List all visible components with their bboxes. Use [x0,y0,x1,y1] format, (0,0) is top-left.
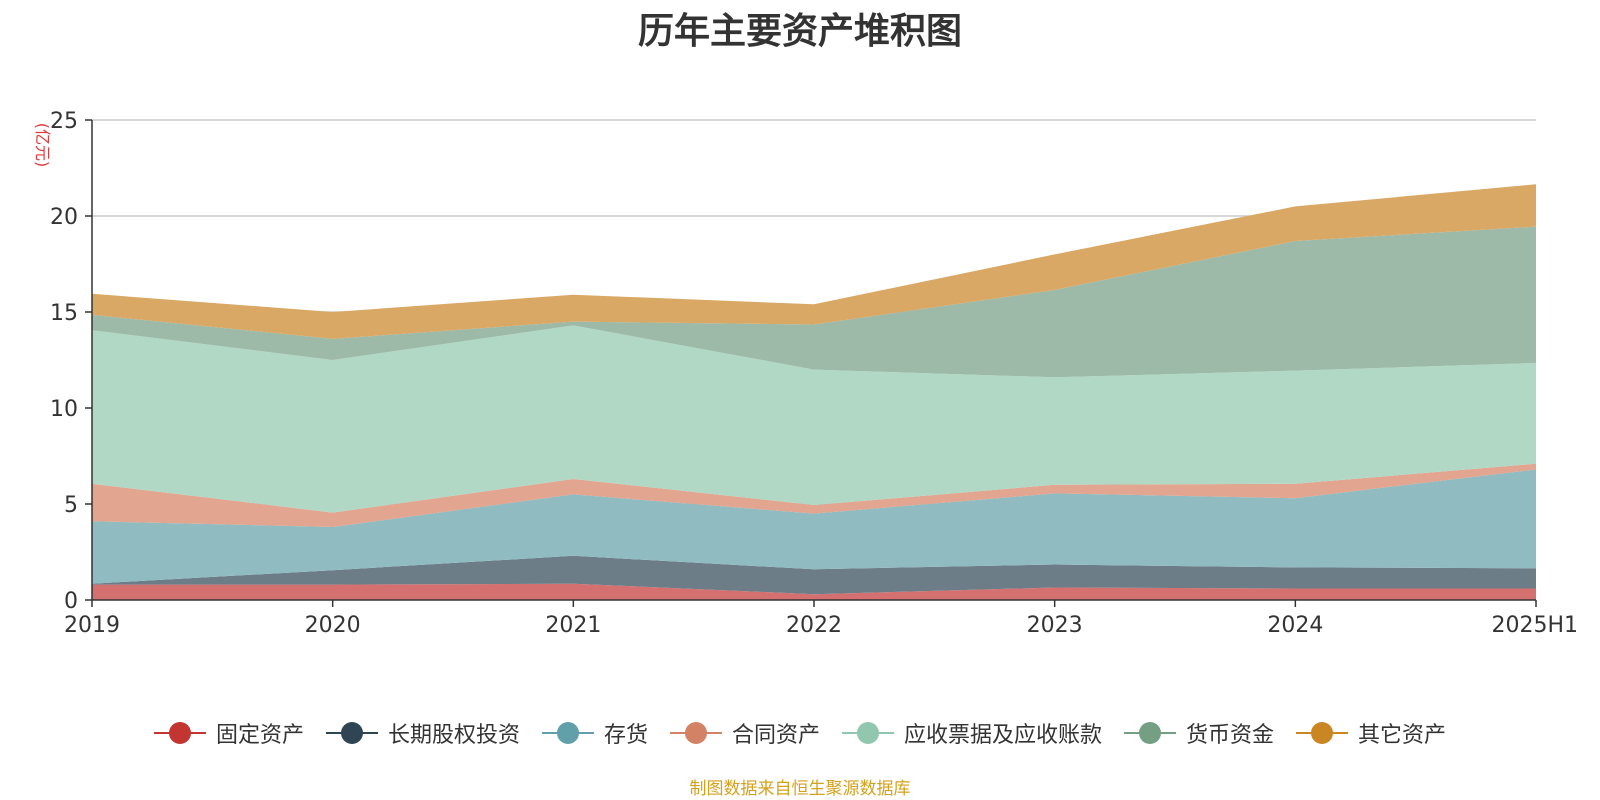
legend-label: 应收票据及应收账款 [904,723,1103,748]
legend-marker-icon [669,721,722,745]
area-series-2 [92,469,1536,584]
x-tick-label: 2025H1 [1491,613,1578,638]
area-series-5 [92,226,1536,378]
y-tick-label: 10 [50,397,78,422]
legend-item-2[interactable]: 存货 [541,717,648,749]
y-tick-label: 5 [64,493,78,518]
legend-marker-icon [1124,721,1177,745]
x-tick-label: 2020 [305,613,361,638]
legend-label: 存货 [603,723,648,748]
legend: 固定资产 长期股权投资 存货 合同资产 应收票据及应收账款 货币资金 其它资产 [0,717,1600,749]
legend-label: 其它资产 [1358,723,1447,748]
y-tick-label: 25 [50,109,78,134]
source-note: 制图数据来自恒生聚源数据库 [689,779,911,799]
legend-label: 固定资产 [215,723,304,748]
x-tick-label: 2024 [1267,613,1323,638]
area-series-6 [92,184,1536,339]
stacked-areas [92,184,1536,600]
legend-label: 长期股权投资 [387,723,520,748]
legend-marker-icon [842,721,894,745]
legend-marker-icon [325,721,378,745]
area-series-0 [92,583,1536,600]
y-tick-label: 20 [50,205,78,230]
legend-label: 合同资产 [731,723,820,748]
y-tick-label: 0 [64,589,78,614]
x-tick-label: 2022 [786,613,842,638]
legend-item-6[interactable]: 其它资产 [1296,717,1446,749]
area-series-3 [92,463,1536,527]
x-tick-label: 2023 [1027,613,1083,638]
legend-item-5[interactable]: 货币资金 [1124,717,1274,749]
legend-marker-icon [541,721,594,745]
legend-item-3[interactable]: 合同资产 [669,717,820,749]
legend-marker-icon [153,721,206,745]
y-axis-unit-label: (亿元) [33,123,52,168]
area-series-1 [92,555,1536,595]
y-tick-label: 15 [50,301,78,326]
y-axis-ticks: 0 5 10 15 20 25 [50,109,92,614]
area-series-4 [92,325,1536,513]
legend-marker-icon [1296,721,1349,745]
legend-item-0[interactable]: 固定资产 [153,717,304,749]
chart-title: 历年主要资产堆积图 [637,11,962,52]
x-tick-label: 2019 [64,613,120,638]
legend-item-4[interactable]: 应收票据及应收账款 [842,717,1102,749]
legend-item-1[interactable]: 长期股权投资 [325,717,520,749]
x-tick-label: 2021 [545,613,601,638]
x-axis-ticks: 2019 2020 2021 2022 2023 2024 2025H1 [64,600,1578,638]
legend-label: 货币资金 [1186,723,1275,748]
